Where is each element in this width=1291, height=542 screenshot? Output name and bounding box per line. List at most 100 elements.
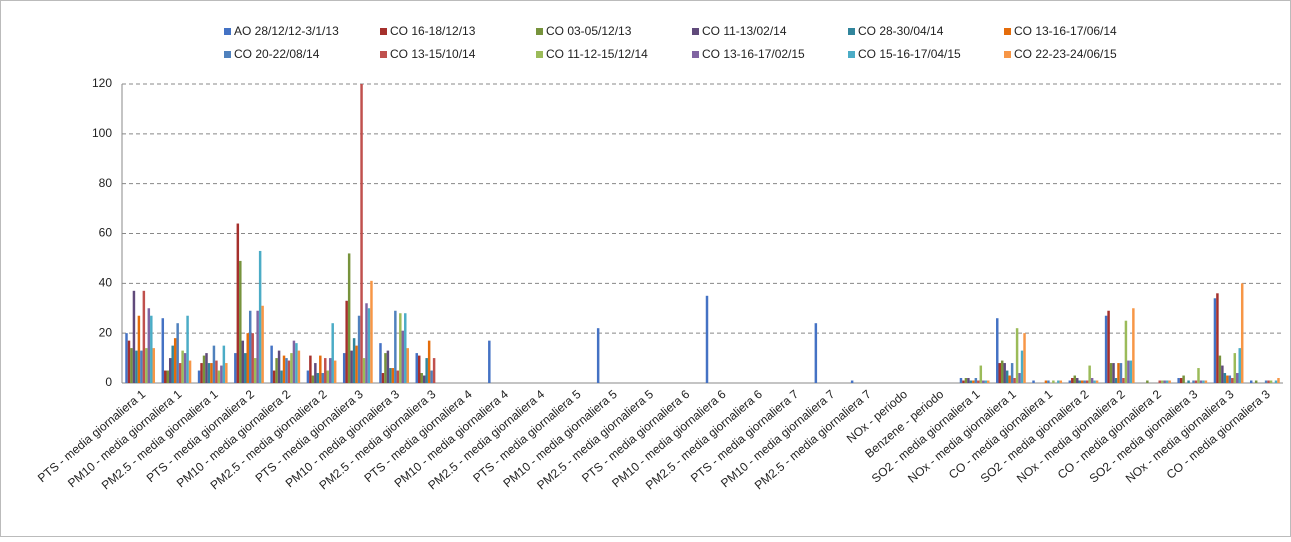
legend-swatch xyxy=(224,51,231,58)
bar xyxy=(197,370,201,383)
bar xyxy=(370,280,373,383)
bar xyxy=(1078,380,1081,383)
bar xyxy=(384,353,387,383)
bar xyxy=(152,348,156,383)
bar xyxy=(270,345,273,383)
y-tick-label: 20 xyxy=(99,325,113,339)
bar xyxy=(1233,353,1237,383)
legend-swatch xyxy=(848,28,855,35)
bar xyxy=(415,353,418,383)
bar xyxy=(215,360,218,383)
legend-swatch xyxy=(1004,28,1011,35)
legend-label: AO 28/12/12-3/1/13 xyxy=(234,24,339,38)
bar xyxy=(959,378,963,383)
legend-swatch xyxy=(536,51,543,58)
y-tick-label: 100 xyxy=(92,126,112,140)
bar xyxy=(1267,380,1270,383)
bar xyxy=(979,365,983,383)
bar xyxy=(222,345,226,383)
bar xyxy=(972,380,975,383)
bar xyxy=(360,84,363,383)
bar xyxy=(1238,348,1241,383)
bar xyxy=(850,380,854,383)
bar xyxy=(256,310,259,383)
bar xyxy=(234,353,237,383)
bar xyxy=(347,253,351,383)
bar xyxy=(1044,380,1048,383)
legend-label: CO 20-22/08/14 xyxy=(234,47,320,61)
y-tick-label: 0 xyxy=(105,375,112,389)
bar xyxy=(188,360,192,383)
bar xyxy=(1073,375,1077,383)
bar xyxy=(352,338,356,383)
bar xyxy=(127,340,131,383)
bar xyxy=(357,315,361,383)
bar xyxy=(1059,380,1063,383)
bar xyxy=(1182,375,1185,383)
bar xyxy=(1124,320,1128,383)
bar xyxy=(1158,380,1161,383)
bar xyxy=(200,363,203,383)
bar xyxy=(1109,363,1113,383)
bar xyxy=(316,373,320,383)
bar xyxy=(969,380,973,383)
legend-swatch xyxy=(692,51,699,58)
bar xyxy=(277,350,281,383)
bar xyxy=(207,363,211,383)
bar xyxy=(282,355,286,383)
bar xyxy=(1119,363,1123,383)
bar xyxy=(251,333,254,383)
bar xyxy=(220,365,223,383)
bar xyxy=(1165,380,1169,383)
bar xyxy=(150,315,153,383)
bar xyxy=(183,353,187,383)
bar xyxy=(306,370,310,383)
bar xyxy=(314,363,317,383)
bar xyxy=(217,370,221,383)
bar xyxy=(814,323,818,383)
bar xyxy=(205,353,208,383)
bar xyxy=(967,378,970,383)
bar xyxy=(210,363,213,383)
bar xyxy=(1008,375,1011,383)
bar xyxy=(1199,380,1203,383)
bar xyxy=(140,350,143,383)
bar xyxy=(1216,293,1219,383)
legend-label: CO 16-18/12/13 xyxy=(390,24,476,38)
bar xyxy=(295,343,298,383)
bar xyxy=(350,350,353,383)
bar xyxy=(964,378,968,383)
bar xyxy=(145,348,148,383)
bar xyxy=(406,348,409,383)
bar xyxy=(246,333,249,383)
bar xyxy=(1000,360,1004,383)
bar xyxy=(1236,373,1239,383)
bar xyxy=(1146,380,1149,383)
bar xyxy=(355,345,358,383)
bar xyxy=(367,308,371,383)
bar xyxy=(326,370,329,383)
bar xyxy=(1003,363,1006,383)
bar xyxy=(1197,368,1200,383)
legend-swatch xyxy=(1004,51,1011,58)
bar xyxy=(1010,363,1014,383)
bar xyxy=(596,328,600,383)
bar xyxy=(1015,328,1019,383)
bar xyxy=(1095,380,1099,383)
bar xyxy=(147,308,151,383)
bar xyxy=(1085,380,1089,383)
bar xyxy=(290,353,293,383)
bar xyxy=(1213,298,1217,383)
y-tick-label: 80 xyxy=(99,176,113,190)
bar xyxy=(1076,378,1079,383)
bar xyxy=(1132,308,1135,383)
bar xyxy=(399,313,402,383)
bar xyxy=(161,318,165,383)
bar xyxy=(362,358,366,383)
bar xyxy=(1254,380,1258,383)
bar xyxy=(166,370,169,383)
bar xyxy=(285,358,288,383)
bar xyxy=(328,358,332,383)
